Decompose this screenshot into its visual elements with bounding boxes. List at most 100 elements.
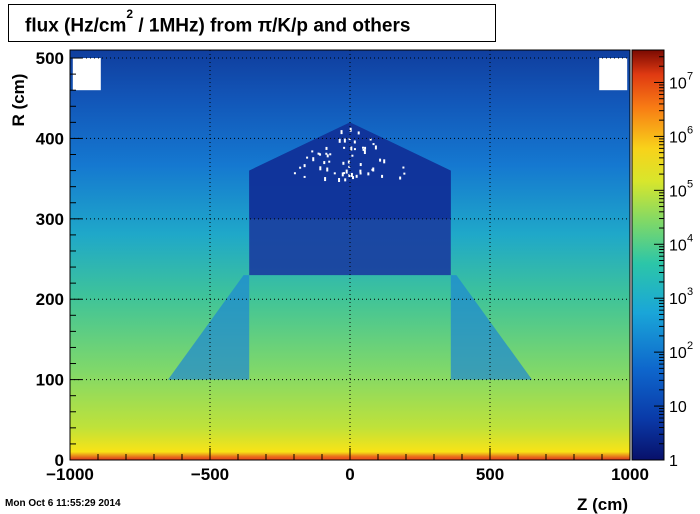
speckle	[367, 172, 370, 176]
title-box: flux (Hz/cm2 / 1MHz) from π/K/p and othe…	[8, 4, 496, 42]
speckle	[333, 172, 336, 175]
speckle	[350, 172, 353, 177]
colorbar-tick-label: 10	[669, 291, 687, 308]
colorbar-tick-label: 10	[669, 129, 687, 146]
speckle	[340, 130, 343, 135]
colorbar-tick-label: 10	[669, 399, 687, 416]
speckle	[324, 177, 327, 182]
left-cone-shadow	[168, 275, 250, 380]
speckle	[350, 146, 353, 151]
speckle	[359, 172, 362, 175]
title-prefix: flux (Hz/cm	[25, 15, 127, 37]
speckle	[338, 138, 341, 143]
speckle	[348, 165, 351, 168]
speckle	[344, 178, 347, 182]
x-tick-label: −1000	[46, 465, 94, 484]
colorbar-tick-label: 10	[669, 345, 687, 362]
speckle	[381, 174, 384, 178]
speckle	[326, 154, 329, 158]
speckle	[348, 173, 351, 177]
colorbar-tick-exponent: 2	[687, 340, 693, 352]
left-corner-empty	[72, 58, 101, 91]
speckle	[353, 140, 356, 144]
speckle	[328, 160, 331, 163]
grid-lines	[70, 50, 630, 460]
speckle	[338, 178, 341, 183]
colorbar-tick-exponent: 4	[687, 232, 693, 244]
colorbar-tick-exponent: 6	[687, 124, 693, 136]
speckle	[402, 166, 405, 169]
title-superscript: 2	[126, 7, 134, 21]
y-tick-label: 300	[36, 210, 64, 229]
colorbar-tick-exponent: 5	[687, 178, 693, 190]
speckle	[325, 146, 328, 150]
speckle	[345, 169, 348, 174]
colorbar-tick-label: 10	[669, 75, 687, 92]
speckle	[343, 146, 346, 149]
speckle	[341, 172, 344, 177]
colorbar-tick-label: 10	[669, 237, 687, 254]
speckle	[303, 164, 306, 168]
colorbar-tick-exponent: 7	[687, 70, 693, 82]
speckle	[317, 152, 320, 155]
speckle	[403, 172, 406, 175]
speckle	[347, 160, 350, 164]
timestamp: Mon Oct 6 11:55:29 2014	[5, 498, 121, 509]
speckle	[349, 127, 352, 132]
speckle	[363, 150, 366, 155]
speckle	[399, 176, 402, 180]
colorbar-tick-label: 1	[669, 453, 678, 470]
speckle	[311, 150, 314, 153]
colorbar-tick-label: 10	[669, 183, 687, 200]
speckle	[299, 166, 302, 169]
speckle	[312, 157, 315, 162]
speckle	[303, 175, 306, 178]
plot-area: −1000 −500 0 500 1000 0 100 200 300 400 500	[36, 49, 649, 484]
speckle	[353, 148, 356, 151]
speckle	[326, 167, 329, 172]
x-ticks: −1000 −500 0 500 1000	[46, 448, 649, 484]
right-corner-empty	[599, 58, 628, 91]
y-tick-label: 400	[36, 129, 64, 148]
speckle	[364, 146, 367, 150]
y-tick-label: 500	[36, 49, 64, 68]
speckle	[348, 138, 351, 141]
speckle	[372, 143, 375, 146]
speckle	[306, 156, 309, 159]
x-tick-label: 500	[476, 465, 504, 484]
speckle	[343, 172, 346, 175]
y-tick-label: 0	[55, 451, 64, 470]
speckle	[319, 166, 322, 171]
speckle	[323, 161, 326, 165]
speckle	[383, 159, 386, 164]
speckle	[359, 163, 362, 167]
speckle	[352, 176, 355, 180]
chart-title: flux (Hz/cm2 / 1MHz) from π/K/p and othe…	[25, 7, 411, 37]
speckle	[325, 152, 328, 155]
right-cone-shadow	[450, 275, 532, 380]
title-suffix: / 1MHz) from π/K/p and others	[133, 15, 411, 37]
speckle	[318, 153, 321, 156]
x-tick-label: −500	[191, 465, 229, 484]
speckle	[362, 146, 365, 149]
speckle	[355, 174, 358, 178]
x-axis-title: Z (cm)	[577, 495, 628, 514]
y-axis-title: R (cm)	[9, 74, 28, 127]
x-tick-label: 1000	[611, 465, 649, 484]
speckle	[362, 148, 365, 151]
speckle	[293, 172, 296, 175]
speckle	[343, 138, 346, 143]
y-tick-label: 100	[36, 371, 64, 390]
speckle	[359, 169, 362, 173]
speckle	[342, 161, 345, 165]
speckle	[379, 158, 382, 162]
speckle	[351, 154, 354, 157]
speckle	[372, 167, 375, 172]
cavity-speckles	[293, 127, 406, 183]
x-tick-label: 0	[345, 465, 354, 484]
y-tick-label: 200	[36, 290, 64, 309]
speckle	[329, 153, 332, 156]
